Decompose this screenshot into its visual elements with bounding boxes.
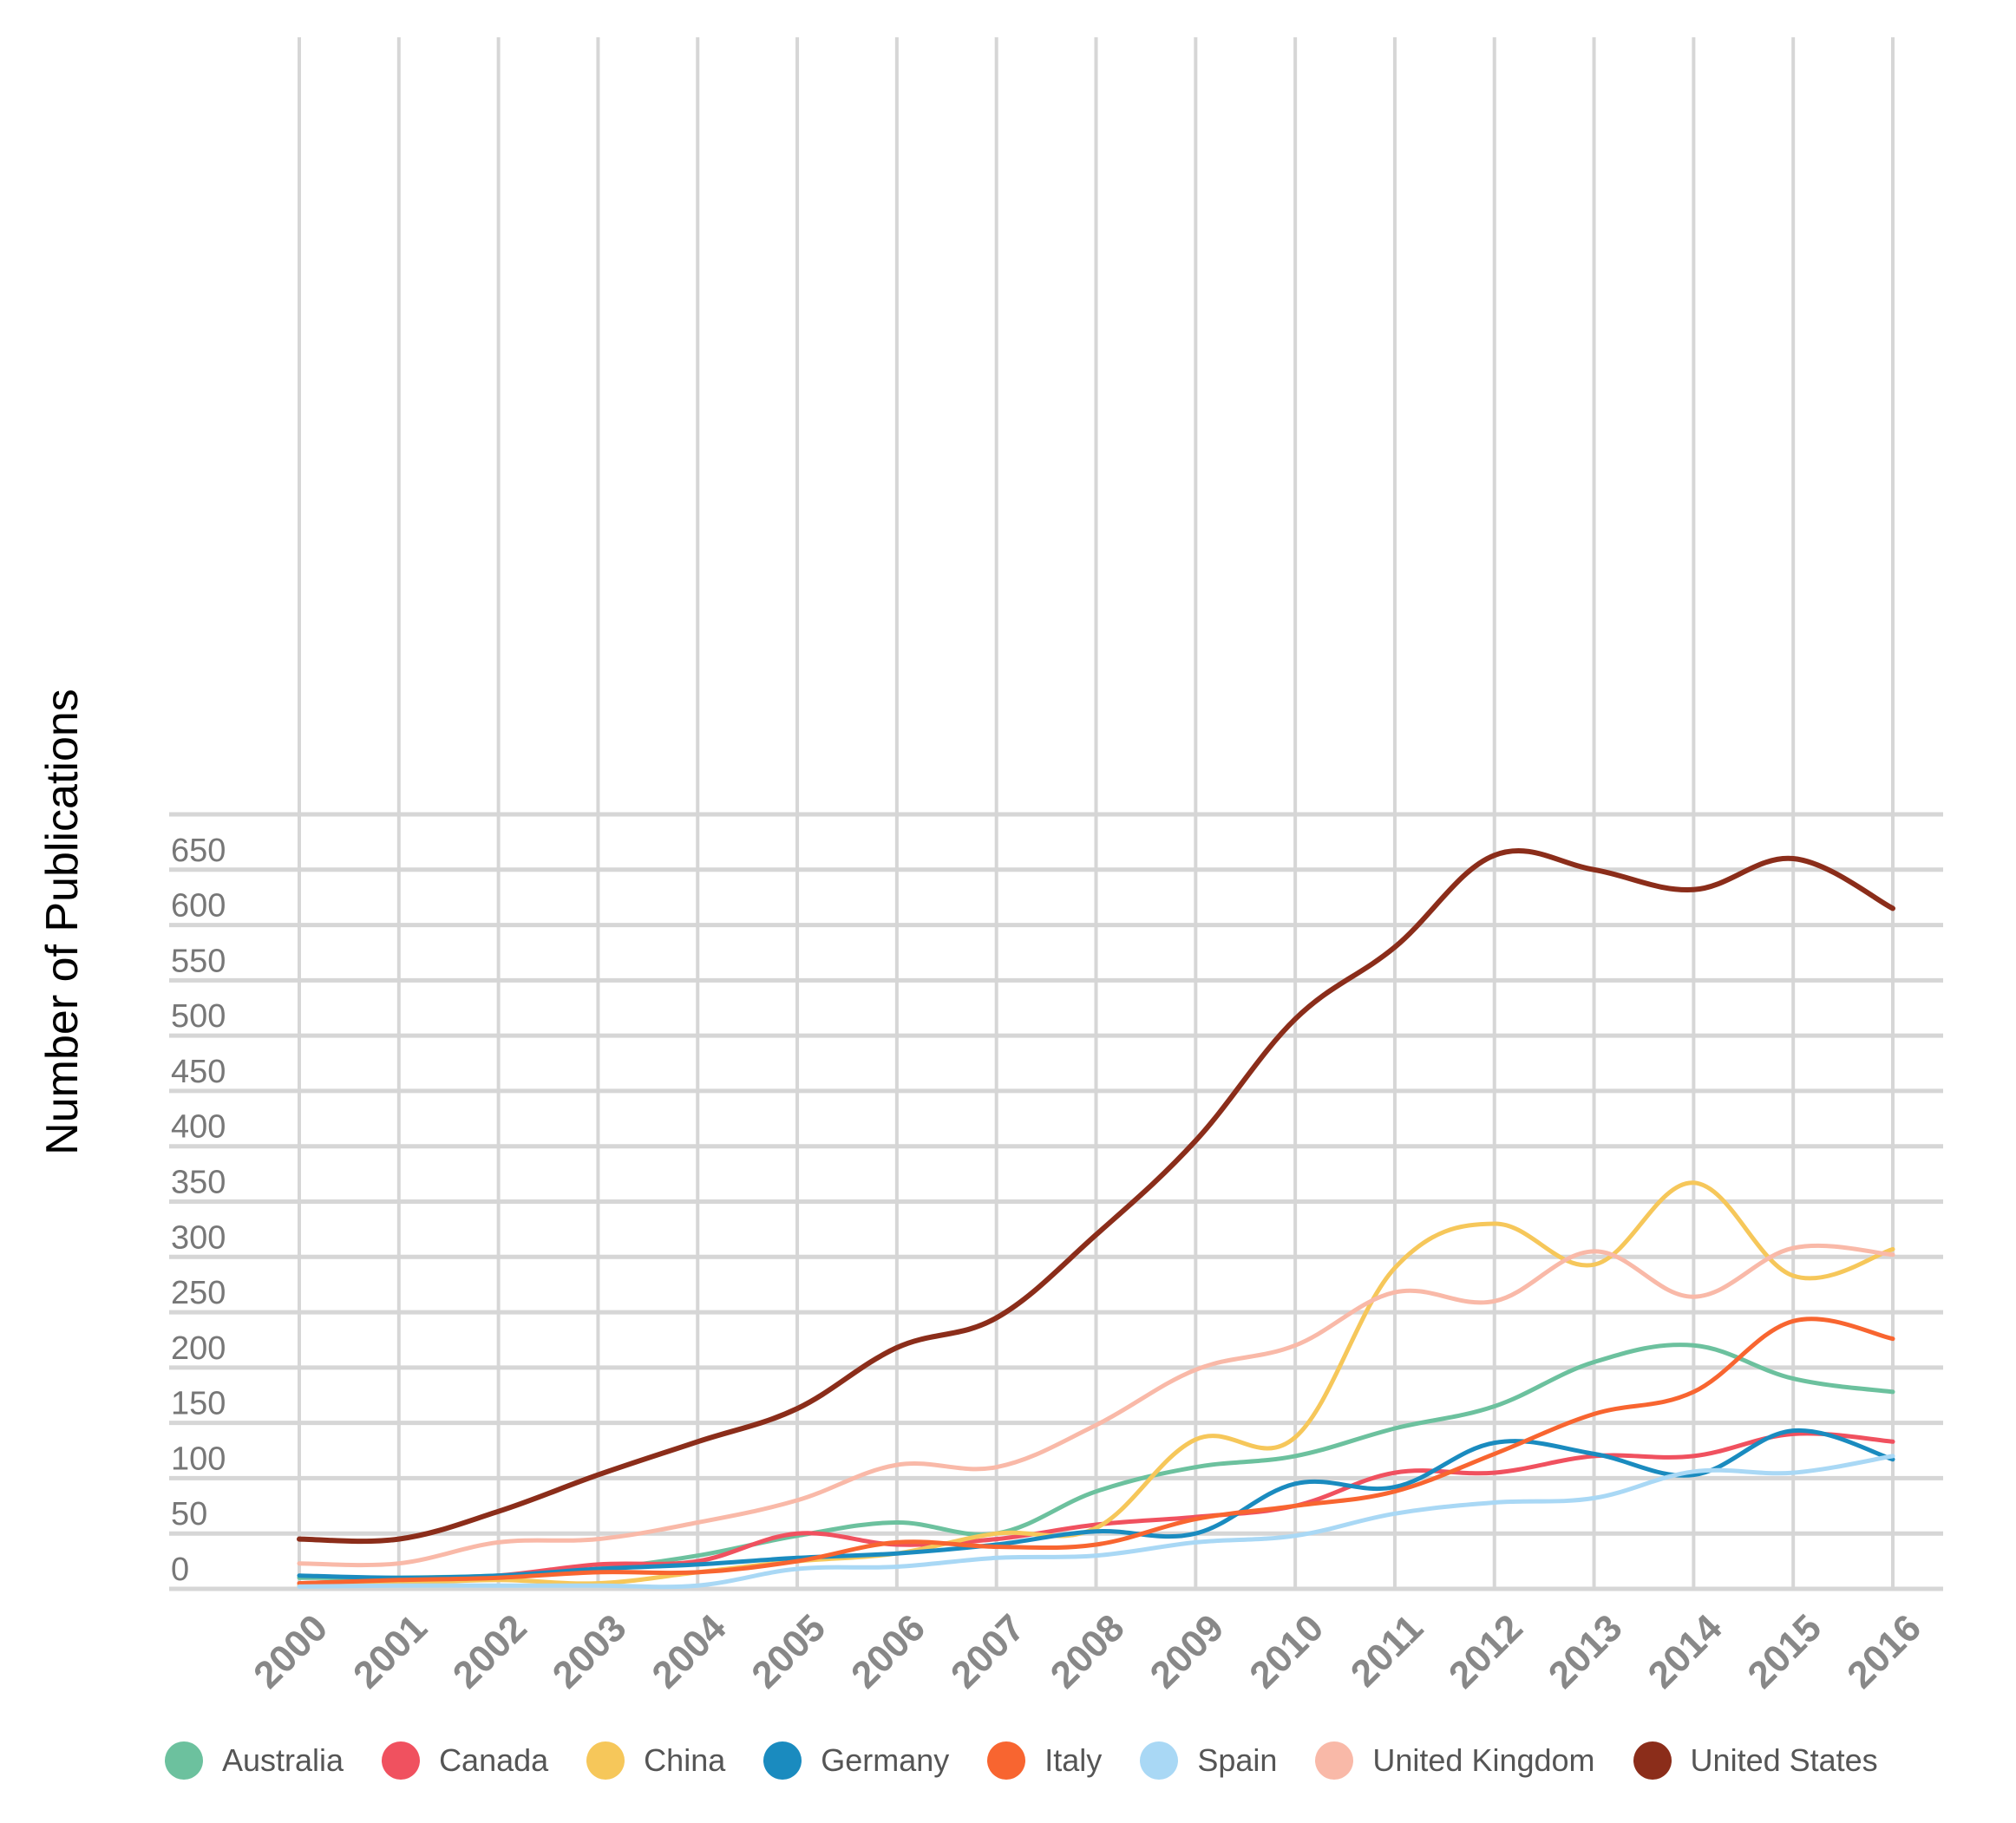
- x-tick-label: 2014: [1640, 1606, 1731, 1696]
- x-tick-label: 2009: [1142, 1606, 1233, 1696]
- x-tick-label: 2008: [1043, 1606, 1133, 1696]
- legend-item-italy: Italy: [987, 1741, 1102, 1780]
- legend-label: Italy: [1044, 1742, 1103, 1778]
- legend-item-australia: Australia: [165, 1741, 344, 1780]
- y-tick-label: 0: [171, 1552, 189, 1588]
- x-tick-label: 2002: [445, 1606, 535, 1696]
- legend-swatch: [165, 1741, 203, 1780]
- x-tick-label: 2005: [743, 1606, 834, 1696]
- y-tick-label: 600: [171, 888, 226, 925]
- x-tick-label: 2003: [545, 1606, 635, 1696]
- series-line-united-kingdom: [297, 1243, 1895, 1568]
- x-tick-label: 2006: [843, 1606, 933, 1696]
- legend-item-united-states: United States: [1633, 1741, 1878, 1780]
- x-tick-label: 2007: [943, 1606, 1033, 1696]
- y-tick-label: 150: [171, 1386, 226, 1422]
- y-tick-label: 250: [171, 1275, 226, 1311]
- legend-swatch: [1140, 1741, 1179, 1780]
- legend-swatch: [382, 1741, 421, 1780]
- legend-item-spain: Spain: [1140, 1741, 1277, 1780]
- legend-item-united-kingdom: United Kingdom: [1315, 1741, 1595, 1780]
- y-tick-label: 650: [171, 833, 226, 869]
- legend: Australia Canada China Germany Italy Spain Uni…: [165, 1730, 1878, 1791]
- legend-swatch: [987, 1741, 1026, 1780]
- y-tick-label: 550: [171, 943, 226, 979]
- legend-label: Germany: [821, 1742, 950, 1778]
- y-tick-label: 400: [171, 1109, 226, 1146]
- series-lines: [297, 848, 1895, 1590]
- legend-label: Canada: [439, 1742, 549, 1778]
- series-line-italy: [297, 1317, 1895, 1586]
- legend-label: Australia: [222, 1742, 344, 1778]
- legend-label: China: [644, 1742, 726, 1778]
- y-tick-label: 450: [171, 1054, 226, 1090]
- y-tick-label: 500: [171, 998, 226, 1035]
- x-tick-label: 2012: [1441, 1606, 1531, 1696]
- x-tick-label: 2004: [644, 1606, 734, 1696]
- legend-item-germany: Germany: [763, 1741, 949, 1780]
- y-tick-label: 100: [171, 1441, 226, 1477]
- series-line-canada: [297, 1431, 1895, 1586]
- y-tick-label: 200: [171, 1330, 226, 1367]
- x-tick-label: 2013: [1541, 1606, 1631, 1696]
- x-tick-label: 2011: [1343, 1606, 1431, 1695]
- legend-swatch: [763, 1741, 802, 1780]
- x-axis-ticks: 2000 2001 2002 2003 2004 2005 2006 2007 2008 2009…: [245, 1606, 1929, 1696]
- grid: [169, 37, 1943, 1591]
- y-axis-label: Number of Publications: [37, 689, 88, 1155]
- series-line-germany: [297, 1428, 1895, 1580]
- legend-item-china: China: [586, 1741, 725, 1780]
- legend-item-canada: Canada: [382, 1741, 548, 1780]
- legend-swatch: [1633, 1741, 1672, 1780]
- y-tick-label: 350: [171, 1165, 226, 1201]
- series-line-spain: [297, 1454, 1895, 1590]
- x-tick-label: 2001: [345, 1606, 435, 1696]
- legend-swatch: [586, 1741, 625, 1780]
- y-tick-label: 50: [171, 1496, 207, 1532]
- x-tick-label: 2000: [245, 1606, 336, 1696]
- series-line-united-states: [297, 848, 1895, 1545]
- legend-label: Spain: [1197, 1742, 1278, 1778]
- legend-swatch: [1315, 1741, 1354, 1780]
- x-tick-label: 2010: [1241, 1606, 1332, 1696]
- legend-label: United States: [1690, 1742, 1878, 1778]
- x-tick-label: 2015: [1739, 1606, 1829, 1696]
- y-axis-ticks: 0 50 100 150 200 250 300 350 400 450 500 550 600 650: [171, 833, 226, 1588]
- x-tick-label: 2016: [1839, 1606, 1929, 1696]
- y-tick-label: 300: [171, 1219, 226, 1256]
- legend-label: United Kingdom: [1372, 1742, 1595, 1778]
- series-line-china: [297, 1180, 1895, 1588]
